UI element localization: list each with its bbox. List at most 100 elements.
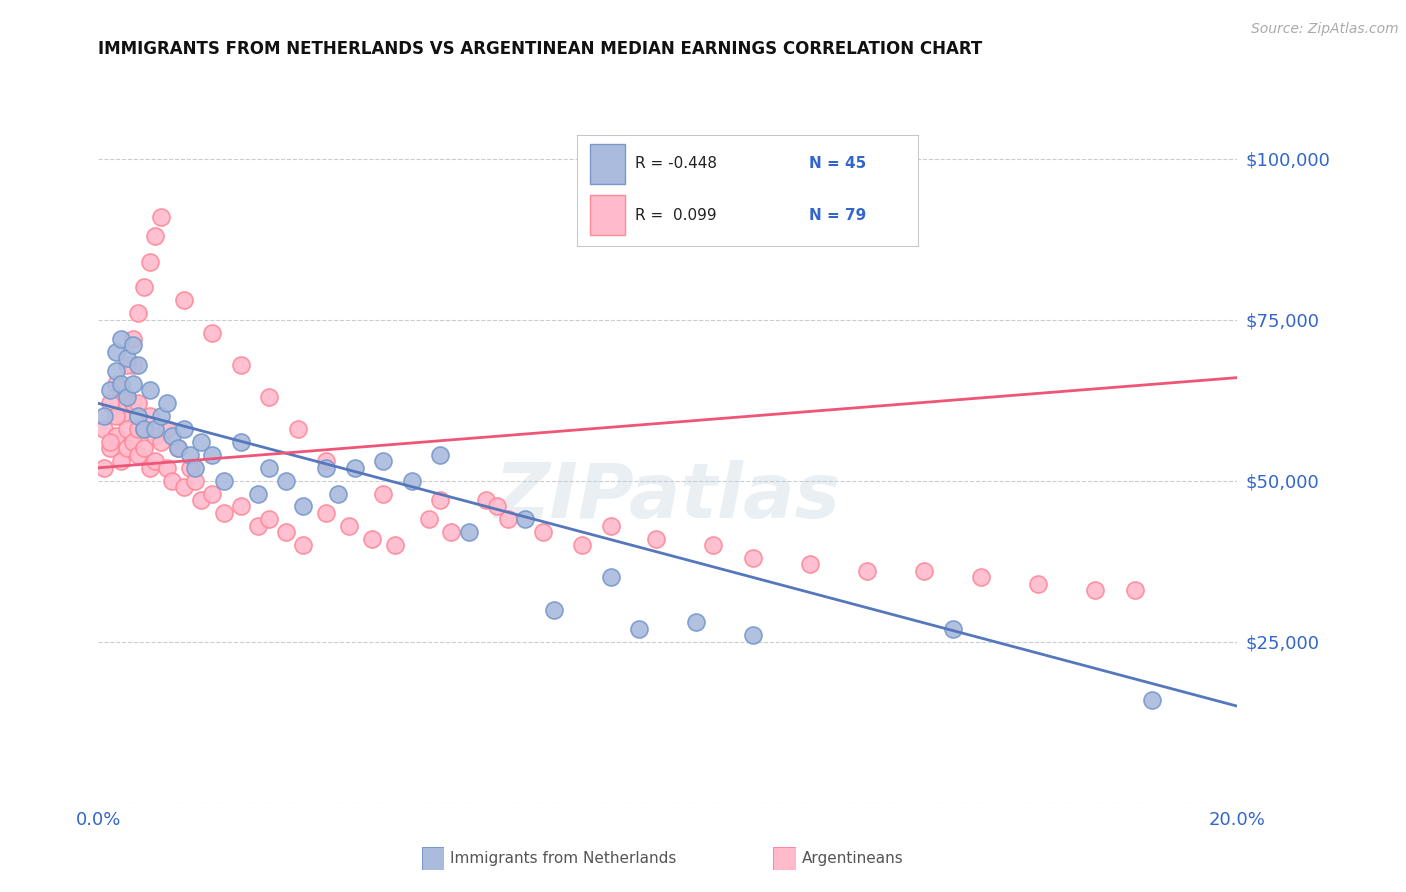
Text: Argentineans: Argentineans (801, 851, 903, 865)
Point (229, 358, 252, 372)
Point (1084, 583, 1107, 598)
Point (184, 460, 207, 475)
Point (104, 428, 127, 442)
Point (571, 538, 593, 552)
Point (145, 454, 167, 468)
Point (429, 493, 451, 508)
Point (201, 326, 224, 340)
Point (162, 474, 184, 488)
Point (645, 532, 668, 546)
Point (799, 558, 821, 572)
Point (600, 570, 623, 584)
Point (1123, 583, 1146, 598)
Point (98, 396, 121, 410)
Point (93, 460, 115, 475)
Point (457, 525, 479, 540)
Point (162, 428, 184, 442)
Point (292, 538, 315, 552)
Point (337, 518, 360, 533)
Point (145, 228, 167, 243)
Point (184, 474, 207, 488)
Point (127, 306, 149, 320)
Point (127, 448, 149, 462)
Point (145, 422, 167, 436)
Point (190, 435, 212, 450)
Point (179, 448, 201, 462)
Point (229, 435, 252, 450)
Point (104, 364, 127, 378)
Point (127, 422, 149, 436)
Point (132, 422, 155, 436)
Point (110, 332, 132, 346)
Point (150, 210, 173, 224)
Point (121, 377, 143, 392)
Point (167, 442, 190, 456)
Point (173, 293, 195, 308)
Point (104, 377, 127, 392)
Point (1140, 692, 1163, 706)
Point (145, 428, 167, 442)
Point (315, 506, 337, 520)
Point (121, 396, 143, 410)
Point (127, 358, 149, 372)
Point (531, 525, 554, 540)
Point (115, 422, 138, 436)
Point (115, 396, 138, 410)
Point (628, 622, 651, 636)
Point (167, 442, 190, 456)
Point (543, 602, 565, 616)
Point (110, 454, 132, 468)
Point (292, 500, 315, 514)
Point (418, 512, 440, 526)
Point (138, 254, 160, 268)
Point (121, 332, 143, 346)
Point (373, 454, 395, 468)
Point (115, 442, 138, 456)
Point (259, 460, 281, 475)
Point (110, 384, 132, 398)
Point (742, 628, 765, 642)
Point (179, 460, 201, 475)
Point (173, 422, 195, 436)
Point (259, 390, 281, 404)
Point (121, 338, 143, 352)
Point (942, 622, 965, 636)
Point (474, 493, 496, 508)
Point (132, 280, 155, 294)
Point (498, 512, 520, 526)
Point (600, 518, 623, 533)
Point (173, 480, 195, 494)
Point (276, 474, 298, 488)
Point (132, 422, 155, 436)
Point (138, 409, 160, 424)
Point (1026, 576, 1049, 591)
Point (742, 551, 765, 566)
Point (201, 486, 224, 500)
Point (246, 518, 269, 533)
Point (246, 486, 269, 500)
Point (229, 500, 252, 514)
Point (98, 435, 121, 450)
Point (121, 435, 143, 450)
Point (685, 615, 707, 630)
Point (190, 493, 212, 508)
Point (326, 486, 349, 500)
Point (856, 564, 879, 578)
Point (702, 538, 724, 552)
Point (156, 396, 179, 410)
Point (287, 422, 309, 436)
Point (212, 506, 235, 520)
Point (429, 448, 451, 462)
Point (912, 564, 935, 578)
Point (104, 409, 127, 424)
Point (127, 409, 149, 424)
Point (104, 344, 127, 359)
Point (970, 570, 993, 584)
Point (486, 500, 509, 514)
Point (115, 390, 138, 404)
Point (384, 538, 406, 552)
Point (115, 351, 138, 366)
Point (373, 486, 395, 500)
Point (138, 384, 160, 398)
Point (150, 409, 173, 424)
